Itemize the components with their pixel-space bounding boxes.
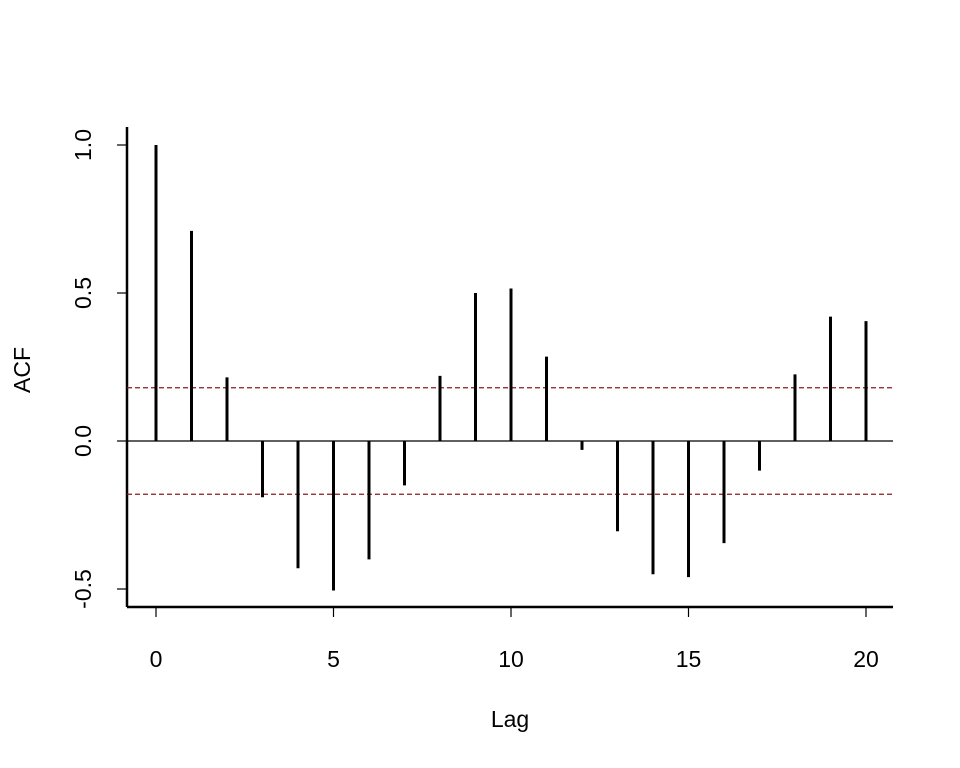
y-tick-label-0: -0.5: [70, 569, 96, 609]
y-axis-title: ACF: [9, 347, 35, 393]
x-axis-title: Lag: [491, 706, 529, 732]
x-tick-label-5: 5: [327, 646, 340, 672]
x-tick-label-20: 20: [853, 646, 879, 672]
x-tick-label-10: 10: [498, 646, 524, 672]
x-tick-label-0: 0: [150, 646, 163, 672]
y-tick-label-2: 0.5: [70, 277, 96, 309]
y-tick-label-3: 1.0: [70, 129, 96, 161]
x-tick-label-15: 15: [676, 646, 702, 672]
y-tick-label-1: 0.0: [70, 425, 96, 457]
plot-area: 0 5 10 15 20 -0.5 0.0 0.5 1.0: [70, 127, 893, 672]
